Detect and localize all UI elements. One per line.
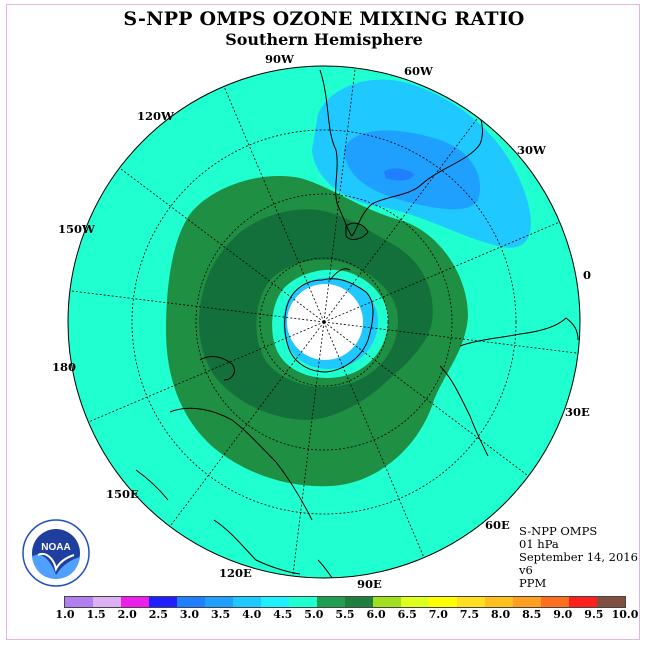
meridian-line [169,321,325,527]
lon-label-60e: 60E [485,518,510,532]
meridian-line [323,321,529,477]
lon-label-120w: 120W [137,109,174,123]
colorbar-tick-label: 3.0 [179,608,200,621]
map-title: S-NPP OMPS OZONE MIXING RATIO [123,8,525,30]
meridian-line [69,290,325,323]
lon-label-90e: 90E [357,577,382,591]
colorbar-tick-label: 7.0 [428,608,448,621]
colorbar-tick-label: 4.0 [242,608,262,621]
meridian-line [323,67,356,323]
colorbar-segment [233,597,261,607]
colorbar-tick-label: 2.5 [148,608,168,621]
noaa-logo: NOAA [22,519,90,591]
colorbar-segment [93,597,121,607]
longitude-grid [69,67,579,577]
colorbar-tick-label: 3.5 [210,608,231,621]
colorbar-segment [513,597,541,607]
colorbar-segment [597,597,625,607]
colorbar-tick-label: 2.0 [117,608,137,621]
logo-text: NOAA [41,542,70,553]
meridian-line [292,321,325,577]
info-date: September 14, 2016 [519,550,638,564]
meridian-line [119,167,325,323]
colorbar-segment [65,597,93,607]
coastlines [135,69,579,578]
lon-label-120e: 120E [219,566,252,580]
colorbar-tick-label: 9.5 [584,608,604,621]
figure-frame [6,4,640,640]
colorbar-segment [177,597,205,607]
lon-label-150e: 150E [106,487,139,501]
colorbar-tick-label: 8.5 [522,608,542,621]
colorbar-segment [317,597,345,607]
meridian-line [223,86,325,323]
colorbar-segment [289,597,317,607]
meridian-line [323,117,479,323]
lon-label-180: 180 [52,360,77,374]
lon-label-90w: 90W [265,52,294,66]
colorbar-segment [121,597,149,607]
colorbar-tick-label: 1.5 [86,608,106,621]
meridian-line [323,321,579,354]
colorbar-segment [569,597,597,607]
colorbar-tick-label: 5.0 [304,608,324,621]
latitude-grid [131,129,517,515]
map-subtitle: Southern Hemisphere [225,30,423,49]
colorbar-segment [429,597,457,607]
lon-label-150w: 150W [58,222,95,236]
colorbar-tick-label: 5.5 [335,608,355,621]
meridian-line [323,221,560,323]
colorbar-tick-label: 4.5 [273,608,293,621]
ozone-mid-blue-region [344,130,481,210]
colorbar-segment [149,597,177,607]
colorbar-segment [485,597,513,607]
colorbar-tick-label: 6.0 [366,608,386,621]
colorbar-segment [541,597,569,607]
ozone-dark-blue-spot [384,168,414,181]
colorbar-segment [261,597,289,607]
colorbar-segment [401,597,429,607]
lon-label-30e: 30E [565,405,590,419]
product-info: S-NPP OMPS 01 hPa September 14, 2016 v6 … [519,525,638,590]
info-instrument: S-NPP OMPS [519,524,598,538]
info-level: 01 hPa [519,537,559,551]
colorbar-segment [345,597,373,607]
colorbar-segment [205,597,233,607]
colorbar-segment [457,597,485,607]
colorbar [64,596,626,608]
colorbar-tick-label: 1.0 [55,608,75,621]
map-boundary [67,65,581,579]
colorbar-tick-label: 8.0 [490,608,511,621]
colorbar-tick-label: 9.0 [553,608,573,621]
meridian-line [88,321,325,423]
colorbar-segment [373,597,401,607]
colorbar-tick-label: 6.5 [397,608,417,621]
info-units: PPM [519,576,547,590]
colorbar-tick-label: 7.5 [459,608,480,621]
colorbar-tick-label: 10.0 [611,608,639,621]
lon-label-0: 0 [583,268,592,282]
lon-label-60w: 60W [404,64,433,78]
lon-label-30w: 30W [517,143,546,157]
info-version: v6 [519,563,533,577]
meridian-line [323,321,425,558]
